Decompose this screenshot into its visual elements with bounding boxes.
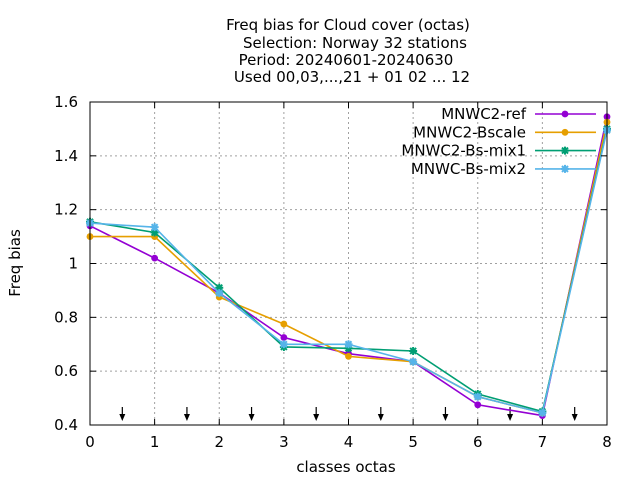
arrow-marker-head bbox=[571, 414, 578, 421]
data-point bbox=[215, 289, 224, 298]
title-line-3: Period: 20240601-20240630 bbox=[239, 51, 454, 69]
legend-label: MNWC2-Bscale bbox=[413, 123, 526, 141]
x-tick-label: 1 bbox=[150, 433, 160, 451]
legend-marker bbox=[561, 128, 569, 136]
series-line bbox=[89, 116, 608, 417]
x-tick-label: 7 bbox=[538, 433, 548, 451]
legend: MNWC2-refMNWC2-BscaleMNWC2-Bs-mix1MNWC-B… bbox=[401, 105, 596, 178]
x-tick-label: 5 bbox=[408, 433, 418, 451]
title-line-1: Freq bias for Cloud cover (octas) bbox=[226, 16, 470, 34]
data-point bbox=[474, 401, 482, 409]
x-tick-label: 0 bbox=[85, 433, 95, 451]
data-point bbox=[150, 223, 159, 232]
data-point bbox=[151, 254, 159, 262]
data-point bbox=[538, 408, 547, 417]
y-tick-label: 0.4 bbox=[54, 416, 78, 434]
y-tick-label: 1.6 bbox=[54, 93, 78, 111]
data-point bbox=[215, 283, 224, 292]
x-axis-label: classes octas bbox=[296, 458, 396, 476]
data-point bbox=[150, 228, 159, 237]
tick-labels: 0 1 2 3 4 5 6 7 8 0.4 0.6 0.8 1 1.2 1.4 1.6 bbox=[54, 93, 612, 451]
arrow-marker-head bbox=[442, 414, 449, 421]
data-point bbox=[344, 340, 353, 349]
arrow-marker-head bbox=[313, 414, 320, 421]
data-point bbox=[409, 346, 418, 355]
title-line-2: Selection: Norway 32 stations bbox=[243, 34, 467, 52]
legend-marker bbox=[561, 164, 569, 173]
x-tick-label: 8 bbox=[602, 433, 612, 451]
data-point bbox=[409, 357, 418, 366]
legend-label: MNWC2-Bs-mix1 bbox=[401, 142, 526, 160]
arrow-marker-head bbox=[248, 414, 255, 421]
arrow-marker-head bbox=[119, 414, 126, 421]
data-point bbox=[280, 334, 288, 341]
chart-title: Freq bias for Cloud cover (octas) Select… bbox=[226, 16, 470, 86]
legend-marker bbox=[561, 146, 569, 155]
data-point bbox=[280, 320, 288, 328]
legend-item: MNWC2-Bscale bbox=[413, 123, 596, 141]
data-point bbox=[345, 352, 352, 360]
grid bbox=[90, 102, 607, 425]
x-tick-label: 3 bbox=[279, 433, 289, 451]
y-tick-label: 0.8 bbox=[54, 308, 78, 326]
y-axis-label: Freq bias bbox=[6, 229, 24, 297]
x-tick-label: 6 bbox=[473, 433, 483, 451]
data-point bbox=[344, 344, 353, 353]
legend-item: MNWC2-Bs-mix1 bbox=[401, 142, 596, 160]
x-tick-label: 4 bbox=[344, 433, 354, 451]
arrow-marker-head bbox=[507, 414, 514, 421]
y-tick-label: 1.2 bbox=[54, 201, 78, 219]
y-tick-label: 0.6 bbox=[54, 362, 78, 380]
x-tick-label: 2 bbox=[214, 433, 224, 451]
arrow-marker-head bbox=[183, 414, 190, 421]
arrow-markers bbox=[119, 407, 578, 421]
data-point bbox=[473, 392, 482, 401]
series-line bbox=[89, 128, 608, 413]
y-tick-label: 1 bbox=[68, 255, 78, 273]
legend-item: MNWC2-ref bbox=[441, 105, 596, 123]
arrow-marker-head bbox=[377, 414, 384, 421]
y-tick-label: 1.4 bbox=[54, 147, 78, 165]
legend-item: MNWC-Bs-mix2 bbox=[411, 160, 596, 178]
legend-label: MNWC2-ref bbox=[441, 105, 526, 123]
legend-label: MNWC-Bs-mix2 bbox=[411, 160, 526, 178]
data-point bbox=[279, 340, 288, 349]
legend-marker bbox=[561, 110, 569, 118]
title-line-4: Used 00,03,...,21 + 01 02 ... 12 bbox=[234, 68, 470, 86]
